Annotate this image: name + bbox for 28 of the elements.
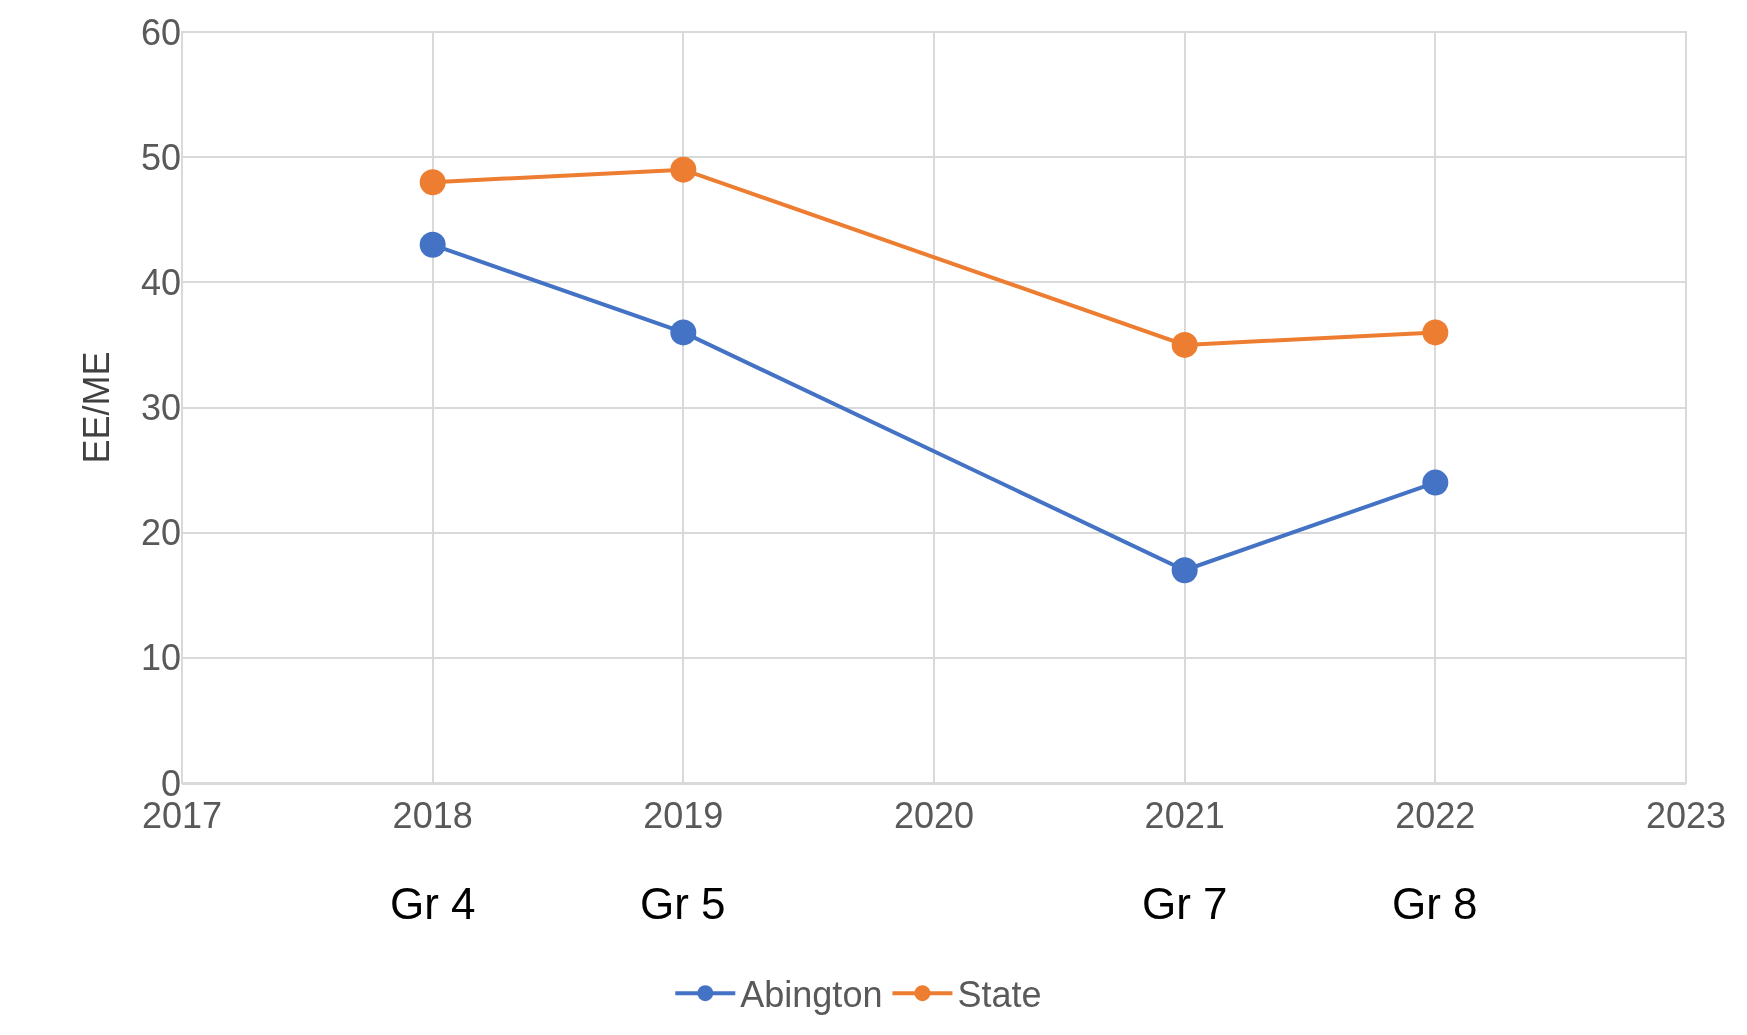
legend-label: State <box>957 974 1042 1016</box>
x-tick-label: 2019 <box>643 795 724 837</box>
x-tick-label: 2023 <box>1645 795 1727 837</box>
x-tick-label: 2017 <box>141 795 223 837</box>
text: Gr 4 <box>390 879 476 928</box>
point <box>670 319 697 346</box>
point <box>419 231 446 258</box>
x-tick-label: 2022 <box>1395 795 1476 837</box>
point <box>1171 331 1198 358</box>
x-tick-label: 2020 <box>893 795 975 837</box>
x-tick-label: 2021 <box>1144 795 1225 837</box>
y-tick-label: 50 <box>140 136 181 178</box>
y-tick-label: 30 <box>140 387 181 429</box>
point <box>419 169 446 196</box>
point <box>1422 469 1449 496</box>
point <box>1171 557 1198 584</box>
y-axis-title: EE/ME <box>75 351 117 464</box>
y-tick-label: 40 <box>140 261 181 303</box>
point <box>1422 319 1449 346</box>
y-tick-label: 60 <box>140 11 181 53</box>
text: Gr 8 <box>1392 879 1478 928</box>
y-tick-label: 10 <box>140 637 181 679</box>
text: Gr 7 <box>1142 879 1228 928</box>
point <box>670 156 697 183</box>
legend-label: Abington <box>740 974 883 1016</box>
x-tick-label: 2018 <box>392 795 473 837</box>
y-tick-label: 20 <box>140 512 181 554</box>
text: Gr 5 <box>640 879 726 928</box>
